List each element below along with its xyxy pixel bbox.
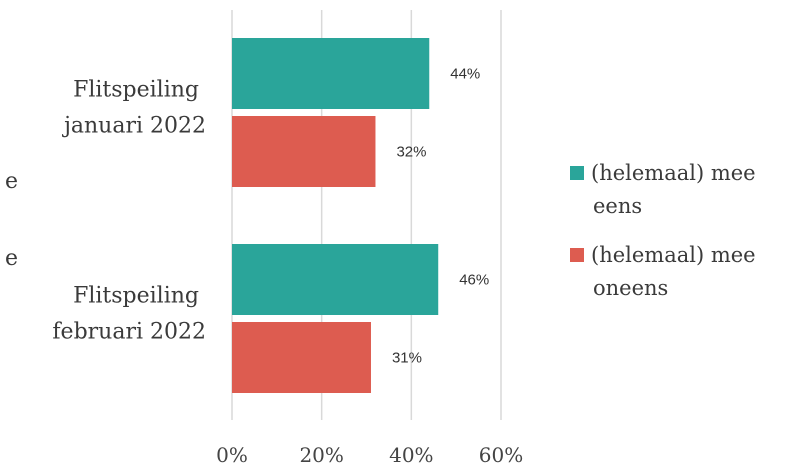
x-tick-label-0: 0% xyxy=(216,443,248,466)
legend-label-agree-line-1: (helemaal) mee xyxy=(591,161,756,185)
legend-label-disagree-line-1: (helemaal) mee xyxy=(591,243,756,267)
legend-swatch-agree xyxy=(570,166,584,180)
data-label-disagree-2: 31% xyxy=(392,350,422,367)
bar-disagree-2 xyxy=(232,322,371,393)
data-label-disagree-1: 32% xyxy=(396,144,426,161)
bar-disagree-1 xyxy=(232,116,376,187)
bar-agree-1 xyxy=(232,38,430,109)
legend-label-agree-line-2: eens xyxy=(593,194,642,218)
category-label-2-line-2: februari 2022 xyxy=(52,320,206,345)
x-tick-label-1: 20% xyxy=(299,443,343,466)
category-label-2-line-1: Flitspeiling xyxy=(73,284,199,309)
data-label-agree-1: 44% xyxy=(450,66,480,83)
legend-swatch-disagree xyxy=(570,248,584,262)
bar-agree-2 xyxy=(232,244,439,315)
x-tick-label-2: 40% xyxy=(389,443,433,466)
clipped-fragment-2: e xyxy=(5,246,18,271)
category-label-1-line-1: Flitspeiling xyxy=(73,78,199,103)
clipped-fragment-1: e xyxy=(5,169,18,194)
data-label-agree-2: 46% xyxy=(459,272,489,289)
x-tick-label-3: 60% xyxy=(479,443,523,466)
category-label-1-line-2: januari 2022 xyxy=(61,114,206,139)
legend-label-disagree-line-2: oneens xyxy=(593,276,668,300)
